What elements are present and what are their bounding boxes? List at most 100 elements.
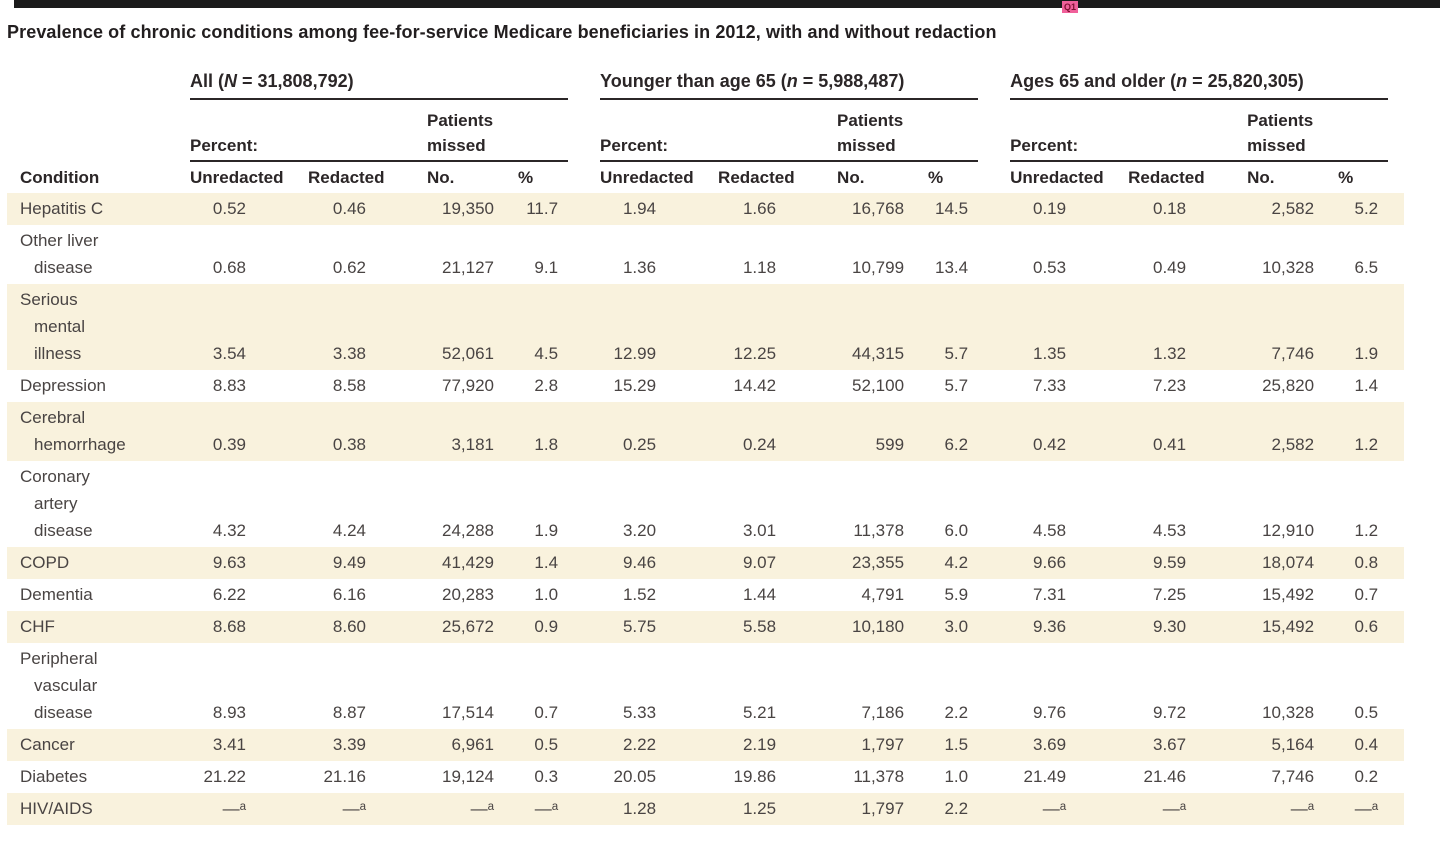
- percent-header: Percent:: [600, 99, 825, 162]
- table-row: Cancer 3.41 3.39 6,961 0.5 2.22 2.19 1,797 1.5 3.…: [7, 729, 1405, 761]
- value-cell: 9.07: [742, 553, 777, 572]
- condition-line: disease: [34, 258, 93, 277]
- condition-line: Coronary: [20, 467, 90, 486]
- value-cell: 0.5: [1354, 703, 1379, 722]
- value-cell: 0.18: [1153, 199, 1187, 218]
- value-cell: 1.9: [1354, 344, 1379, 363]
- condition-line: COPD: [20, 553, 70, 572]
- value-cell: 0.62: [332, 258, 366, 277]
- table-row: Other liver disease 0.68 0.62 21,127 9.1 1.36 1…: [7, 225, 1404, 284]
- condition-cell: Hepatitis C: [7, 193, 190, 225]
- spacer-cell: [1388, 761, 1404, 793]
- value-cell: —ᵃ: [1354, 799, 1379, 818]
- column-gap: [568, 161, 600, 193]
- condition-column-header: Condition: [20, 168, 100, 187]
- value-cell: 0.3: [534, 767, 559, 786]
- value-cell: 77,920: [442, 376, 494, 395]
- col-header-unredacted: Unredacted: [1010, 168, 1104, 187]
- value-cell: 8.87: [332, 703, 366, 722]
- value-cell: 0.41: [1153, 435, 1187, 454]
- group-header-younger: Younger than age 65 (n = 5,988,487): [600, 56, 979, 100]
- condition-cell: Peripheral vascular disease: [7, 643, 190, 729]
- value-cell: 19.86: [733, 767, 777, 786]
- value-cell: 3,181: [451, 435, 494, 454]
- value-cell: 0.2: [1354, 767, 1379, 786]
- value-cell: 6.16: [332, 585, 366, 604]
- value-cell: 11,378: [853, 521, 905, 540]
- column-gap: [568, 370, 600, 402]
- value-cell: 4.5: [534, 344, 559, 363]
- percent-header: Percent:: [190, 99, 414, 162]
- condition-cell: CHF: [7, 611, 190, 643]
- condition-cell: Other liver disease: [7, 225, 190, 284]
- value-cell: 3.0: [944, 617, 969, 636]
- query-marker[interactable]: Q1: [1062, 1, 1078, 13]
- column-gap: [568, 56, 600, 99]
- value-cell: 52,100: [852, 376, 905, 395]
- value-cell: 21.22: [203, 767, 246, 786]
- value-cell: 2,582: [1271, 199, 1315, 218]
- column-gap: [568, 579, 600, 611]
- spacer-cell: [1388, 793, 1404, 825]
- col-header-no: No.: [1247, 168, 1275, 187]
- condition-line: Hepatitis C: [20, 199, 104, 218]
- value-cell: 2.2: [944, 703, 969, 722]
- table-row: CHF 8.68 8.60 25,672 0.9 5.75 5.58 10,180 3.0 9.3…: [7, 611, 1405, 643]
- column-gap: [568, 193, 600, 225]
- condition-cell: HIV/AIDS: [7, 793, 190, 825]
- value-cell: 7.31: [1033, 585, 1067, 604]
- column-gap: [978, 547, 1010, 579]
- value-cell: 9.59: [1153, 553, 1187, 572]
- value-cell: 9.36: [1033, 617, 1067, 636]
- condition-line: HIV/AIDS: [20, 799, 93, 818]
- value-cell: 9.30: [1153, 617, 1187, 636]
- condition-cell: Cancer: [7, 729, 190, 761]
- value-cell: 4.32: [212, 521, 246, 540]
- value-cell: 1,797: [861, 735, 905, 754]
- table-row: Hepatitis C 0.52 0.46 19,350 11.7 1.94 1.66 16,…: [7, 193, 1405, 225]
- value-cell: 1.32: [1153, 344, 1187, 363]
- condition-line: mental: [34, 317, 86, 336]
- value-cell: 13.4: [935, 258, 969, 277]
- column-gap: [978, 729, 1010, 761]
- table-title: Prevalence of chronic conditions among f…: [7, 22, 997, 42]
- value-cell: 0.38: [332, 435, 366, 454]
- value-cell: 44,315: [852, 344, 905, 363]
- condition-line: disease: [34, 703, 93, 722]
- value-cell: 8.60: [332, 617, 366, 636]
- value-cell: 3.67: [1153, 735, 1187, 754]
- column-gap: [978, 611, 1010, 643]
- patients-missed-header: Patients missed: [414, 99, 569, 162]
- value-cell: 4.53: [1153, 521, 1187, 540]
- spacer-cell: [1388, 193, 1404, 225]
- value-cell: 1.0: [534, 585, 559, 604]
- value-cell: 4.58: [1033, 521, 1067, 540]
- value-cell: 1.0: [944, 767, 969, 786]
- value-cell: 0.7: [534, 703, 559, 722]
- patients-missed-header: Patients missed: [824, 99, 979, 162]
- value-cell: —ᵃ: [1290, 799, 1315, 818]
- spacer-cell: [1388, 161, 1404, 193]
- value-cell: 12,910: [1262, 521, 1315, 540]
- value-cell: 2.22: [622, 735, 657, 754]
- condition-cell: Coronary artery disease: [7, 461, 190, 547]
- table-row: Depression 8.83 8.58 77,920 2.8 15.29 14.42 52,…: [7, 370, 1404, 402]
- column-gap: [568, 611, 600, 643]
- group-header-row: All (N = 31,808,792) Younger than age 65…: [7, 56, 1404, 100]
- condition-line: illness: [34, 344, 82, 363]
- spacer-cell: [7, 56, 190, 99]
- spacer-cell: [1388, 284, 1404, 370]
- value-cell: 1.36: [622, 258, 657, 277]
- percent-header: Percent:: [1010, 99, 1235, 162]
- value-cell: 7.33: [1033, 376, 1067, 395]
- condition-line: Cerebral: [20, 408, 86, 427]
- value-cell: 11.7: [526, 199, 559, 218]
- value-cell: 3.41: [212, 735, 246, 754]
- value-cell: 1.28: [622, 799, 657, 818]
- table-row: Peripheral vascular disease 8.93 8.87 17,514 0…: [7, 643, 1404, 729]
- value-cell: 1.9: [534, 521, 559, 540]
- group-header-all: All (N = 31,808,792): [190, 56, 569, 100]
- condition-line: Peripheral: [20, 649, 98, 668]
- value-cell: 21.46: [1143, 767, 1187, 786]
- col-header-pct: %: [928, 168, 944, 187]
